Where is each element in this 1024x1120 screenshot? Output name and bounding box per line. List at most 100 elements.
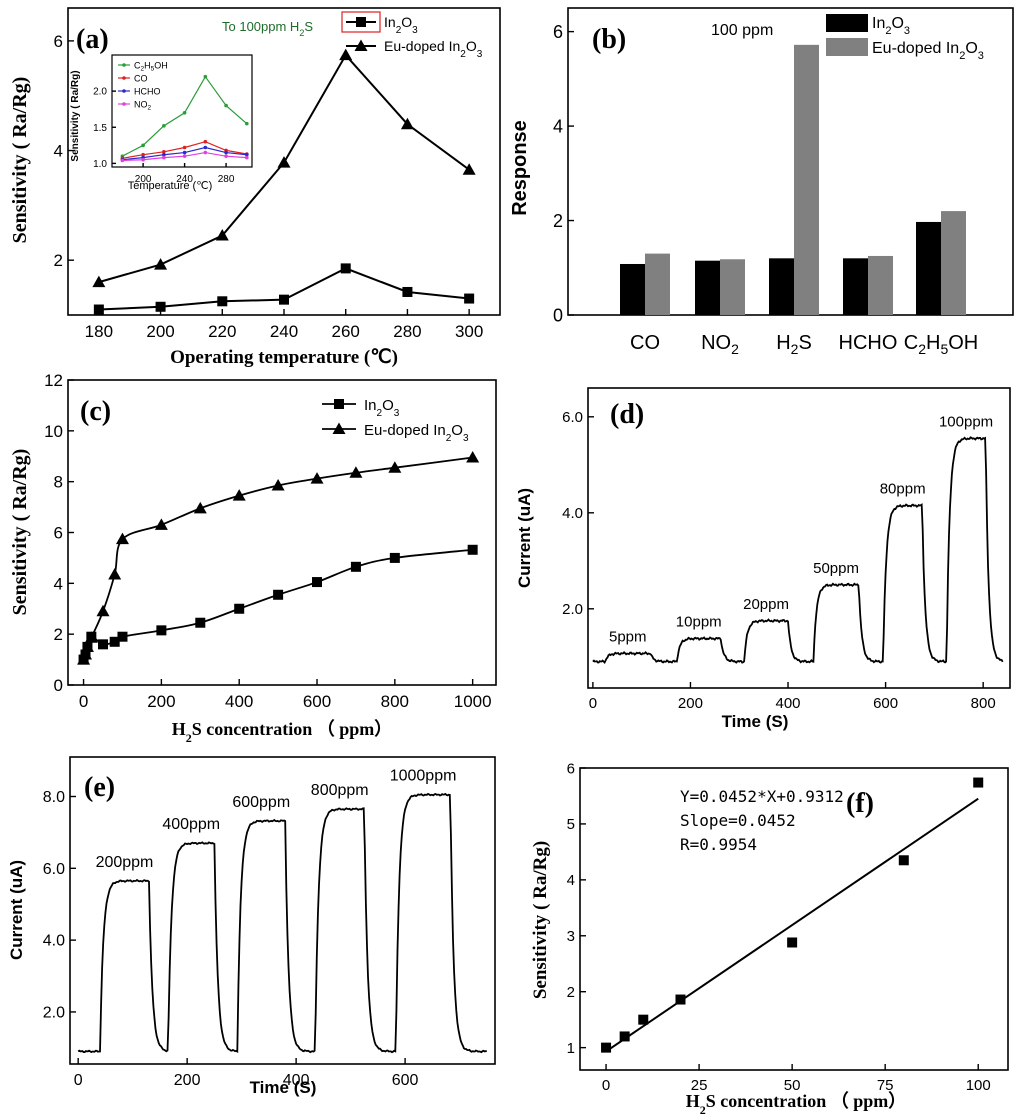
- panel-e: 0 200 400 600 2.0 4.0 6.0 8.0 200ppm 400ppm 600pp…: [7, 756, 496, 1097]
- inset-legend-hcho: HCHO: [134, 87, 161, 97]
- panel-c-xlabel: H2S concentration （ ppm）: [172, 719, 393, 745]
- inset-point: [141, 157, 145, 162]
- y-tick-label: 4: [553, 116, 563, 136]
- legend-eu-doped-in2o3: Eu-doped In2O3: [384, 38, 483, 60]
- panel-label-a: (a): [76, 24, 109, 55]
- data-point-triangle: [154, 258, 168, 270]
- data-point-square: [601, 1042, 612, 1053]
- x-tick-label: 200: [678, 695, 703, 712]
- inset-point: [224, 150, 228, 155]
- x-tick-label: 260: [332, 322, 360, 341]
- pulse-label: 200ppm: [96, 854, 154, 871]
- legend-swatch-eu-doped: [826, 38, 868, 56]
- panel-f-frame: [579, 767, 1009, 1071]
- data-point-triangle: [462, 163, 476, 175]
- inset-point: [245, 121, 249, 126]
- data-point-square: [787, 937, 798, 948]
- panel-b-annotation: 100 ppm: [711, 22, 773, 39]
- legend-swatch-in2o3: [826, 14, 868, 32]
- panel-label-c: (c): [80, 396, 111, 427]
- bar-c2h5oh-eu-doped: [941, 211, 966, 315]
- x-tick-label: 400: [225, 692, 253, 711]
- y-tick-label: 0: [553, 305, 563, 325]
- y-tick-label: 2.0: [562, 601, 583, 618]
- panel-c-ylabel: Sensitivity ( Ra/Rg): [9, 449, 31, 616]
- x-tick-label: 100: [966, 1077, 991, 1094]
- y-tick-label: 8.0: [43, 789, 65, 806]
- fit-slope: Slope=0.0452: [680, 811, 796, 830]
- y-tick-label: 2: [54, 251, 63, 270]
- x-tick-label: 200: [146, 322, 174, 341]
- inset-point: [182, 111, 187, 115]
- x-tick-label: 280: [218, 174, 235, 185]
- pulse-label: 400ppm: [162, 816, 220, 833]
- inset-xlabel: Temperature (℃): [128, 180, 213, 192]
- legend-highlight-box: [341, 11, 381, 33]
- bar-c2h5oh-in2o3: [916, 221, 941, 315]
- x-tick-label: 300: [455, 322, 483, 341]
- x-tick-label: 600: [303, 692, 331, 711]
- y-tick-label: 2: [54, 625, 63, 644]
- inset-point: [203, 145, 208, 150]
- inset-point: [245, 155, 249, 160]
- y-tick-label: 0: [54, 676, 63, 695]
- legend-eu-doped-in2o3: Eu-doped In2O3: [364, 422, 469, 444]
- data-point-square: [93, 304, 104, 315]
- current-trace: [592, 436, 1004, 665]
- panel-b-ylabel: Response: [509, 120, 531, 216]
- category-label: HCHO: [839, 332, 898, 354]
- pulse-label: 50ppm: [813, 560, 859, 577]
- bar-hcho-in2o3: [843, 258, 868, 315]
- panel-d: 0 200 400 600 800 2.0 4.0 6.0 5ppm 10ppm 20ppm 50p…: [515, 387, 1011, 731]
- y-tick-label: 6: [567, 760, 575, 777]
- inset-legend-no2: NO2: [134, 100, 152, 112]
- category-label: H2S: [776, 332, 812, 357]
- y-tick-label: 2: [567, 984, 575, 1001]
- current-trace: [77, 792, 487, 1054]
- x-tick-label: 240: [176, 174, 193, 185]
- data-point-square: [467, 544, 478, 555]
- panel-d-xlabel: Time (S): [722, 712, 789, 731]
- data-point-triangle: [339, 48, 353, 61]
- x-tick-label: 200: [147, 692, 175, 711]
- x-tick-label: 25: [691, 1077, 708, 1094]
- inset-legend-co: CO: [134, 74, 148, 84]
- bar-no2-eu-doped: [720, 259, 745, 315]
- inset-point: [182, 145, 187, 150]
- category-label: CO: [630, 332, 660, 354]
- data-point-triangle: [466, 451, 480, 463]
- x-tick-label: 600: [873, 695, 898, 712]
- y-tick-label: 10: [44, 422, 63, 441]
- fit-r: R=0.9954: [680, 835, 757, 854]
- y-tick-label: 4.0: [43, 933, 65, 950]
- data-point-square: [464, 293, 475, 304]
- bar-co-eu-doped: [645, 253, 670, 315]
- panel-label-f: (f): [846, 788, 874, 819]
- x-tick-label: 220: [208, 322, 236, 341]
- data-point-square: [279, 294, 289, 305]
- x-tick-label: 600: [392, 1072, 419, 1089]
- data-point-square: [117, 631, 128, 642]
- panel-b: 0 2 4 6 CO NO2 H2S HCHO C2H5OH (b) 100 ppm In2O…: [509, 7, 1014, 357]
- x-tick-label: 0: [602, 1077, 610, 1094]
- data-point-square: [156, 625, 167, 636]
- data-point-square: [402, 286, 413, 297]
- panel-f-xlabel: H2S concentration （ ppm）: [686, 1091, 907, 1117]
- pulse-label: 5ppm: [609, 628, 647, 645]
- bar-co-in2o3: [620, 263, 645, 315]
- inset-point: [120, 158, 125, 163]
- x-tick-label: 75: [877, 1077, 894, 1094]
- pulse-label: 800ppm: [311, 782, 369, 799]
- inset-legend-c2h5oh: C2H5OH: [134, 61, 168, 73]
- legend-square-marker: [334, 399, 344, 409]
- y-tick-label: 4: [567, 872, 575, 889]
- fit-line: [605, 797, 979, 1053]
- y-tick-label: 2: [553, 211, 563, 231]
- inset-point: [141, 152, 145, 157]
- data-point-square: [675, 994, 686, 1005]
- x-tick-label: 50: [784, 1077, 801, 1094]
- y-tick-label: 6.0: [562, 409, 583, 426]
- y-tick-label: 6: [54, 32, 63, 51]
- x-tick-label: 0: [589, 695, 597, 712]
